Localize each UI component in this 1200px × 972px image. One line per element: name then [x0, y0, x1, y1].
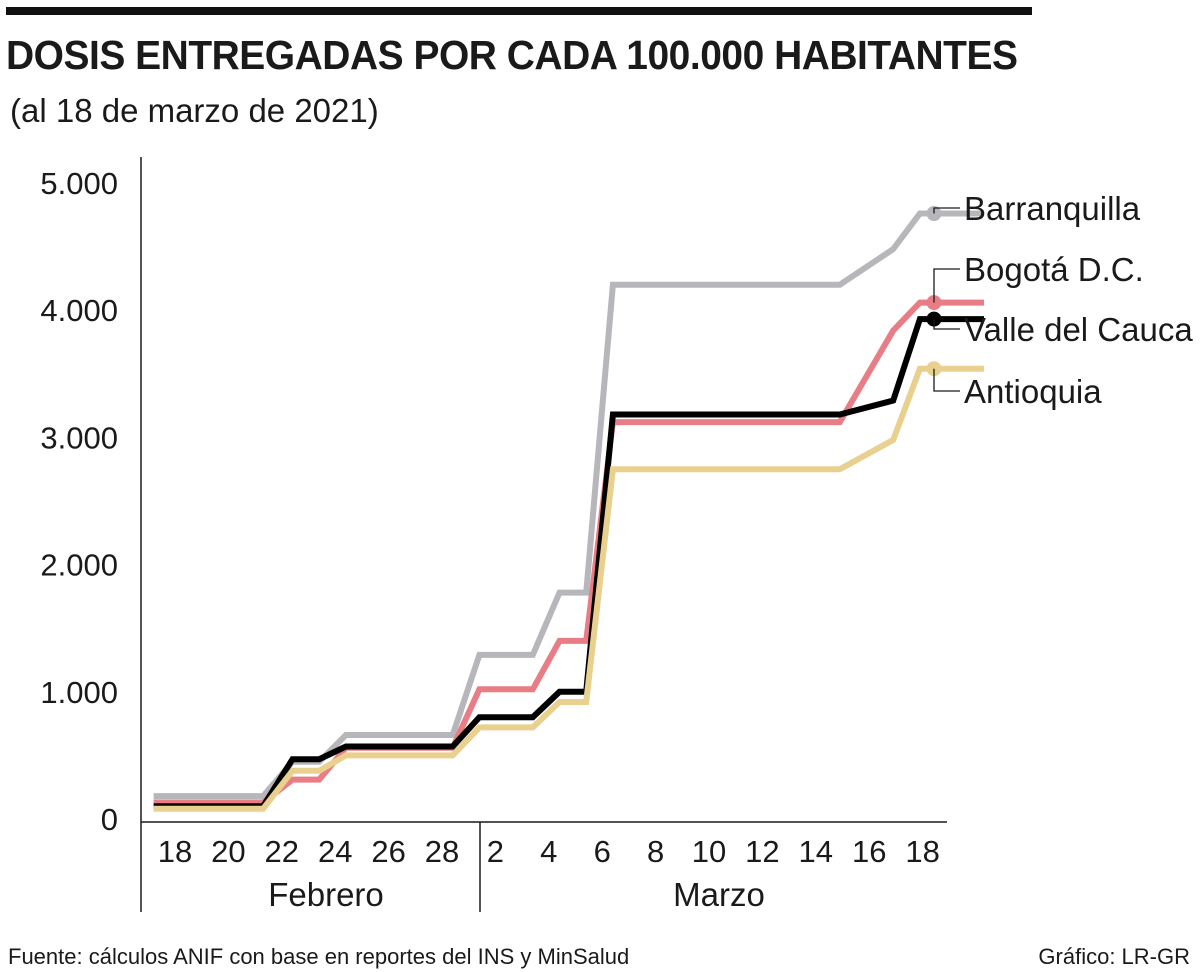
- x-tick-label: 14: [799, 834, 833, 869]
- graphic-credit: Gráfico: LR-GR: [1038, 944, 1190, 969]
- x-tick-label: 6: [594, 834, 611, 869]
- chart-title: DOSIS ENTREGADAS POR CADA 100.000 HABITA…: [6, 32, 1018, 78]
- x-tick-label: 26: [371, 834, 405, 869]
- x-tick-label: 10: [692, 834, 726, 869]
- legend-leader-line: [933, 368, 960, 392]
- legend-label: Bogotá D.C.: [964, 251, 1144, 288]
- y-tick-label: 0: [101, 802, 118, 837]
- y-tick-label: 3.000: [40, 420, 118, 455]
- x-tick-label: 8: [647, 834, 664, 869]
- y-tick-label: 5.000: [40, 166, 118, 201]
- x-tick-label: 16: [852, 834, 886, 869]
- x-tick-label: 24: [318, 834, 352, 869]
- x-tick-label: 4: [540, 834, 557, 869]
- y-tick-label: 2.000: [40, 548, 118, 583]
- x-tick-label: 2: [487, 834, 504, 869]
- x-tick-label: 28: [425, 834, 459, 869]
- top-rule: [6, 7, 1032, 15]
- legend-label: Valle del Cauca: [964, 311, 1193, 348]
- x-tick-label: 22: [265, 834, 299, 869]
- legend-leader-line: [933, 268, 960, 303]
- legend-leader-line: [933, 207, 960, 214]
- legend-label: Barranquilla: [964, 190, 1141, 227]
- x-tick-label: 20: [211, 834, 245, 869]
- series-line: [153, 316, 984, 810]
- series-line: [153, 299, 984, 806]
- y-tick-label: 1.000: [40, 675, 118, 710]
- month-label: Marzo: [673, 876, 765, 913]
- source-note: Fuente: cálculos ANIF con base en report…: [8, 944, 630, 969]
- x-tick-label: 12: [745, 834, 779, 869]
- series-line: [153, 365, 984, 812]
- x-tick-label: 18: [158, 834, 192, 869]
- y-tick-label: 4.000: [40, 293, 118, 328]
- x-tick-label: 18: [905, 834, 939, 869]
- series-line: [153, 210, 984, 800]
- legend-leader-line: [933, 319, 960, 330]
- legend-label: Antioquia: [964, 373, 1102, 410]
- chart-subtitle: (al 18 de marzo de 2021): [10, 92, 379, 129]
- month-label: Febrero: [268, 876, 384, 913]
